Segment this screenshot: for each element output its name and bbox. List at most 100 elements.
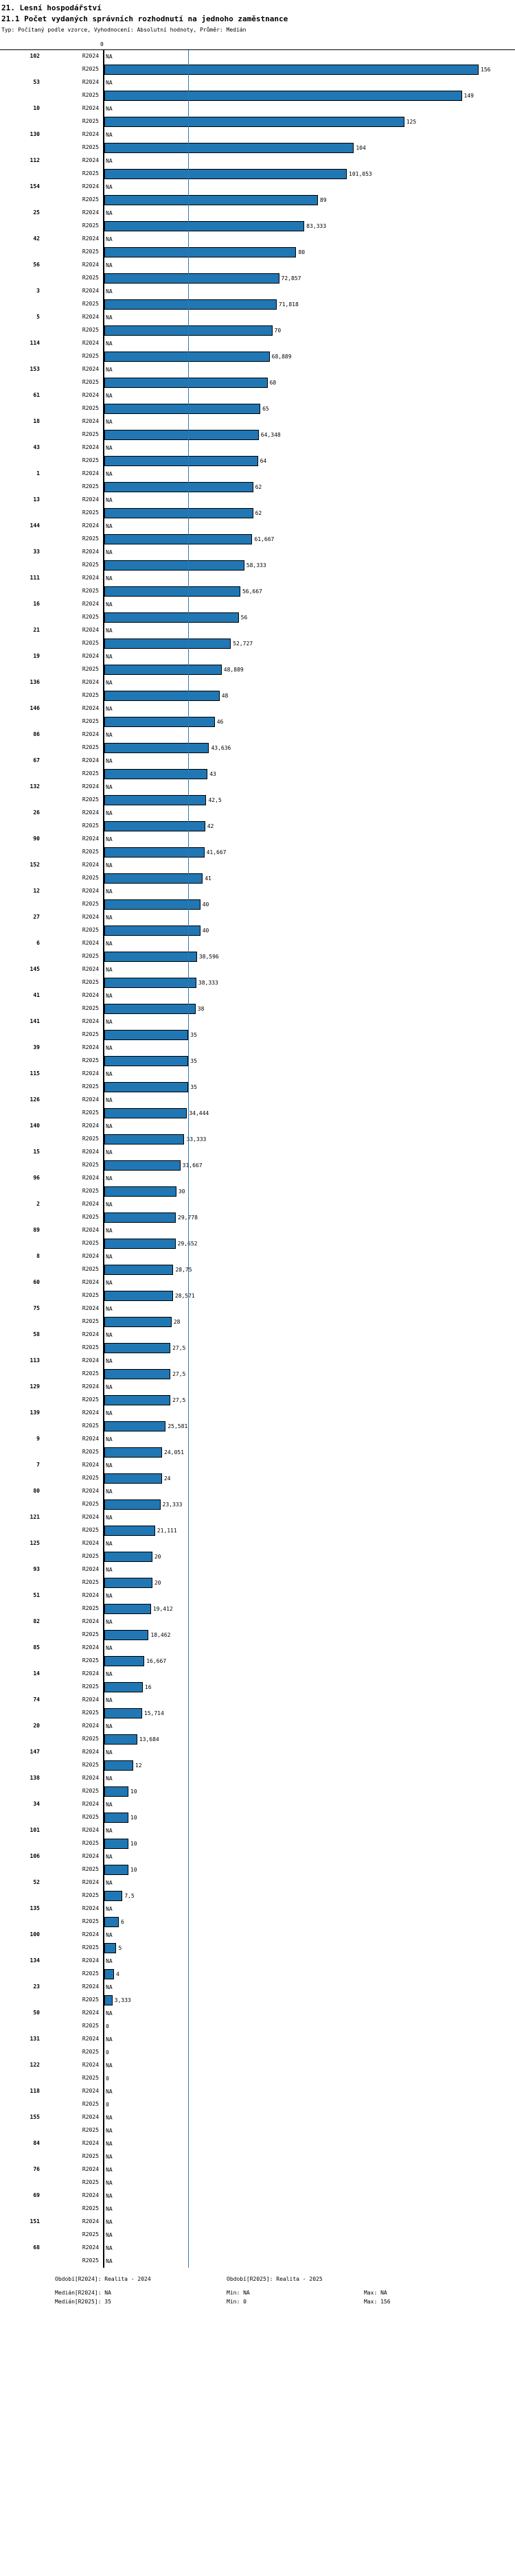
bar-row: R2024 NA bbox=[0, 911, 515, 924]
bar[interactable] bbox=[104, 143, 354, 153]
bar-track: NA bbox=[104, 2217, 515, 2227]
bar[interactable] bbox=[104, 1186, 176, 1197]
bar[interactable] bbox=[104, 952, 197, 962]
bar[interactable] bbox=[104, 1473, 162, 1484]
bar[interactable] bbox=[104, 299, 277, 310]
bar[interactable] bbox=[104, 978, 196, 988]
bar-group: 134 R2024 NA R2025 4 bbox=[0, 1955, 515, 1981]
bar[interactable] bbox=[104, 665, 222, 675]
bar[interactable] bbox=[104, 821, 205, 831]
bar[interactable] bbox=[104, 404, 261, 414]
bar-value-label: 20 bbox=[154, 1554, 161, 1560]
bar[interactable] bbox=[104, 1682, 143, 1692]
bar[interactable] bbox=[104, 769, 208, 779]
bar[interactable] bbox=[104, 1369, 171, 1379]
bar[interactable] bbox=[104, 1343, 171, 1353]
bar[interactable] bbox=[104, 1813, 128, 1823]
bar[interactable] bbox=[104, 1630, 149, 1640]
bar-group: 139 R2024 NA R2025 25,581 bbox=[0, 1407, 515, 1433]
bar[interactable] bbox=[104, 1317, 172, 1327]
bar[interactable] bbox=[104, 1108, 187, 1118]
bar[interactable] bbox=[104, 273, 279, 284]
bar[interactable] bbox=[104, 221, 305, 231]
bar-group: 42 R2024 NA R2025 80 bbox=[0, 233, 515, 259]
bar[interactable] bbox=[104, 639, 231, 649]
bar[interactable] bbox=[104, 1786, 128, 1797]
bar[interactable] bbox=[104, 1552, 152, 1562]
bar[interactable] bbox=[104, 1734, 137, 1745]
bar-track: NA bbox=[104, 1930, 515, 1940]
bar-value-label: NA bbox=[106, 471, 113, 477]
bar[interactable] bbox=[104, 1839, 128, 1849]
bar[interactable] bbox=[104, 1891, 123, 1901]
bar[interactable] bbox=[104, 195, 318, 205]
bar[interactable] bbox=[104, 691, 220, 701]
bar-group: 141 R2024 NA R2025 35 bbox=[0, 1015, 515, 1042]
bar[interactable] bbox=[104, 1160, 181, 1171]
bar[interactable] bbox=[104, 925, 201, 936]
bar[interactable] bbox=[104, 717, 215, 727]
bar-value-label: NA bbox=[106, 2245, 113, 2251]
bar[interactable] bbox=[104, 847, 205, 858]
bar-value-label: 7,5 bbox=[124, 1893, 135, 1899]
bar[interactable] bbox=[104, 1943, 117, 1953]
bar-row: R2025 35 bbox=[0, 1055, 515, 1068]
bar[interactable] bbox=[104, 899, 201, 910]
bar[interactable] bbox=[104, 378, 268, 388]
bar[interactable] bbox=[104, 873, 203, 884]
bar[interactable] bbox=[104, 352, 270, 362]
bar[interactable] bbox=[104, 1708, 142, 1718]
bar[interactable] bbox=[104, 1239, 176, 1249]
bar[interactable] bbox=[104, 117, 404, 127]
bar[interactable] bbox=[104, 560, 244, 571]
bar[interactable] bbox=[104, 586, 240, 597]
bar[interactable] bbox=[104, 1995, 113, 2005]
bar-row: R2024 NA bbox=[0, 2059, 515, 2072]
bar[interactable] bbox=[104, 1395, 171, 1405]
bar-value-label: 101,053 bbox=[349, 171, 372, 177]
bar[interactable] bbox=[104, 1447, 163, 1458]
bar[interactable] bbox=[104, 91, 462, 101]
stat-median-2025: Medián[R2025]: 35 bbox=[55, 2299, 111, 2305]
bar[interactable] bbox=[104, 1604, 151, 1614]
bar[interactable] bbox=[104, 1291, 173, 1301]
bar[interactable] bbox=[104, 1134, 185, 1145]
bar[interactable] bbox=[104, 482, 253, 492]
bar[interactable] bbox=[104, 743, 209, 753]
bar[interactable] bbox=[104, 247, 297, 257]
series-label: R2025 bbox=[82, 483, 99, 490]
bar[interactable] bbox=[104, 1004, 196, 1014]
bar[interactable] bbox=[104, 1969, 114, 1979]
bar[interactable] bbox=[104, 1499, 161, 1510]
bar[interactable] bbox=[104, 456, 258, 466]
bar[interactable] bbox=[104, 534, 253, 544]
bar-row: R2025 28 bbox=[0, 1315, 515, 1329]
bar[interactable] bbox=[104, 508, 253, 518]
bar[interactable] bbox=[104, 1656, 145, 1666]
stat-max-2025: Max: 156 bbox=[364, 2299, 391, 2305]
bar[interactable] bbox=[104, 169, 347, 179]
bar[interactable] bbox=[104, 1526, 155, 1536]
bar[interactable] bbox=[104, 65, 479, 75]
bar[interactable] bbox=[104, 1082, 189, 1092]
bar[interactable] bbox=[104, 1578, 152, 1588]
bar-group: 13 R2024 NA R2025 62 bbox=[0, 494, 515, 520]
bar-row: R2024 NA bbox=[0, 1772, 515, 1785]
bar[interactable] bbox=[104, 1212, 176, 1223]
bar-value-label: NA bbox=[106, 2219, 113, 2225]
bar[interactable] bbox=[104, 430, 259, 440]
bar[interactable] bbox=[104, 795, 207, 805]
bar[interactable] bbox=[104, 1265, 174, 1275]
bar[interactable] bbox=[104, 1917, 119, 1927]
bar[interactable] bbox=[104, 1056, 189, 1066]
series-label: R2024 bbox=[82, 366, 99, 372]
bar-value-label: NA bbox=[106, 54, 113, 60]
bar[interactable] bbox=[104, 1030, 189, 1040]
bar-track: 7,5 bbox=[104, 1891, 515, 1901]
bar[interactable] bbox=[104, 1760, 133, 1771]
bar-group: 115 R2024 NA R2025 35 bbox=[0, 1068, 515, 1094]
bar[interactable] bbox=[104, 1865, 128, 1875]
bar[interactable] bbox=[104, 612, 239, 623]
bar[interactable] bbox=[104, 1421, 166, 1431]
bar-value-label: 28,571 bbox=[174, 1293, 195, 1299]
